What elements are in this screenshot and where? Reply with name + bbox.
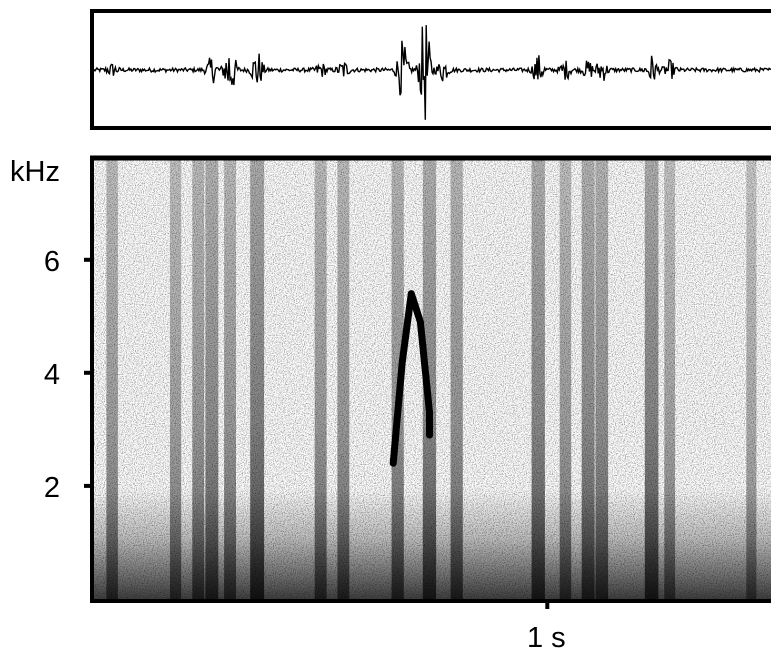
- spectrogram-grain: [94, 158, 771, 599]
- x-tick-label-1s: 1 s: [527, 622, 566, 653]
- y-tick-label-2: 2: [44, 472, 60, 504]
- y-tick-label-6: 6: [44, 246, 60, 278]
- waveform-trace: [93, 25, 771, 120]
- y-axis-unit-label: kHz: [10, 156, 60, 188]
- waveform-panel: [90, 9, 771, 130]
- waveform-line: [93, 25, 771, 120]
- y-tick-label-4: 4: [44, 359, 60, 391]
- axis-ticks: 2 4 6 1 s: [44, 246, 566, 653]
- spectrogram-panel: 2 4 6 1 s: [44, 155, 771, 653]
